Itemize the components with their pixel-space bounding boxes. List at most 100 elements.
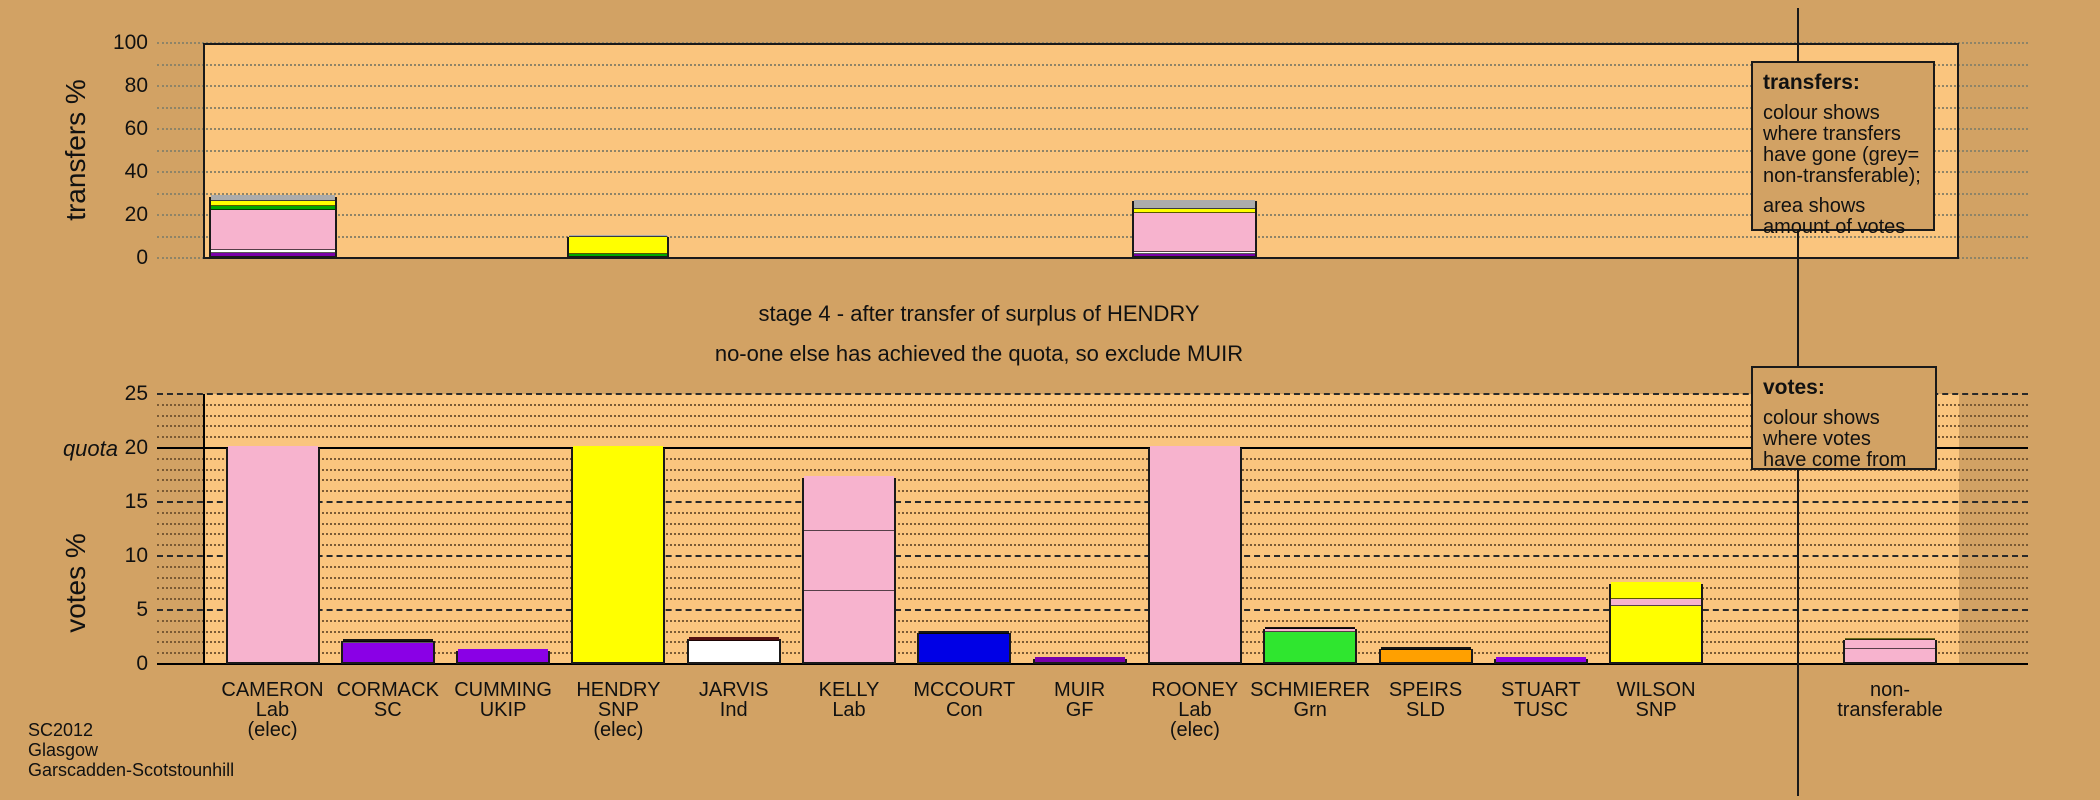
votes-legend: votes: colour shows where votes have com… — [1751, 366, 1937, 471]
category-label-line: (elec) — [1169, 719, 1220, 741]
major-gridline — [157, 501, 2028, 503]
gridline — [157, 106, 2028, 109]
bar-segment-black — [919, 630, 1010, 635]
stage-subtitle: no-one else has achieved the quota, so e… — [714, 341, 1244, 366]
y-tick-label: 20 — [124, 436, 148, 459]
gridline — [157, 565, 2028, 568]
category-label-line: CUMMING — [454, 679, 552, 701]
category-label-SPEIRS: SPEIRS SLD — [1389, 680, 1462, 720]
bar-segment-white — [688, 640, 779, 662]
category-label-STUART: STUART TUSC — [1501, 680, 1581, 720]
bar-segment-violet — [458, 649, 549, 662]
bar-segment-grey — [1134, 199, 1256, 209]
y-tick-label: 80 — [124, 74, 148, 97]
gridline — [157, 403, 2028, 406]
gridline — [157, 544, 2028, 547]
bar-segment-purple — [1134, 253, 1256, 256]
bar-HENDRY — [567, 234, 670, 258]
gridline — [157, 171, 2028, 173]
transfers-legend-line: have gone (grey= — [1763, 144, 1920, 166]
gridline — [157, 85, 2028, 87]
bar-segment-black — [342, 639, 433, 643]
category-label-line: GF — [1065, 699, 1094, 721]
bar-segment-black — [1380, 646, 1471, 651]
footer-line: Garscadden-Scotstounhill — [28, 760, 235, 780]
gridline — [157, 587, 2028, 590]
gridline — [157, 619, 2028, 622]
bar-segment-pink — [804, 476, 894, 532]
bar-segment-orange — [1380, 650, 1471, 662]
category-label-line: SNP — [1635, 699, 1677, 721]
category-label-WILSON: WILSON SNP — [1617, 680, 1696, 720]
bar-ROONEY — [1132, 199, 1258, 258]
bar-CORMACK — [340, 639, 435, 664]
transfers-legend-line: colour shows — [1763, 102, 1880, 124]
gridline — [157, 533, 2028, 536]
bar-segment-pink — [1265, 629, 1356, 633]
bar-segment-pink — [804, 531, 894, 591]
bar-SPEIRS — [1378, 646, 1473, 664]
y-tick-label: 40 — [124, 160, 148, 183]
bar-segment-grey — [210, 194, 335, 202]
bar-segment-pink — [1149, 446, 1240, 662]
bar-segment-pink — [1845, 640, 1935, 650]
election-id-footer: SC2012 Glasgow Garscadden-Scotstounhill — [28, 720, 234, 780]
bar-segment-pink — [1845, 649, 1935, 662]
category-label-MUIR: MUIR GF — [1054, 680, 1105, 720]
bar-segment-blue — [919, 634, 1010, 662]
y-tick-label: 10 — [124, 544, 148, 567]
category-label-HENDRY: HENDRY SNP (elec) — [576, 680, 660, 740]
bar-segment-pink — [227, 446, 318, 662]
bar-segment-yellow — [573, 446, 664, 662]
bar-segment-pink — [1611, 599, 1702, 606]
quota-line — [157, 447, 2028, 449]
bar-segment-olive — [1845, 638, 1935, 641]
category-label-line: CORMACK — [336, 679, 439, 701]
y-tick-label: 20 — [124, 203, 148, 226]
bar-MUIR — [1032, 657, 1127, 664]
category-label-line: Lab — [832, 699, 866, 721]
category-label-line: STUART — [1500, 679, 1581, 701]
category-label-line: SCHMIERER — [1250, 679, 1371, 701]
gridline — [157, 214, 2028, 216]
transfers-legend-title: transfers: — [1763, 71, 1860, 94]
gridline — [157, 576, 2028, 579]
category-label-line: MUIR — [1054, 679, 1106, 701]
gridline — [157, 235, 2028, 238]
category-label-non-: non-transferable — [1837, 680, 1943, 720]
major-gridline — [157, 393, 2028, 395]
footer-line: Glasgow — [28, 740, 99, 760]
gridline — [157, 468, 2028, 471]
bar-segment-yellow — [1134, 208, 1256, 214]
gridline — [157, 425, 2028, 428]
transfers-legend-line: non-transferable); — [1763, 165, 1921, 187]
votes-x-axis-line — [157, 663, 2028, 665]
bar-segment-pink — [1134, 213, 1256, 253]
category-label-CAMERON: CAMERON Lab (elec) — [221, 680, 323, 740]
bar-segment-darkpurple — [1034, 657, 1125, 662]
category-label-line: CAMERON — [221, 679, 324, 701]
bar-segment-maroon — [688, 637, 779, 641]
votes-legend-line: colour shows — [1763, 407, 1880, 429]
category-label-SCHMIERER: SCHMIERER Grn — [1250, 680, 1370, 720]
y-tick-label: 0 — [136, 246, 148, 269]
y-tick-label: 25 — [124, 382, 148, 405]
gridline — [157, 490, 2028, 493]
category-label-line: Lab — [255, 699, 290, 721]
category-label-line: TUSC — [1513, 699, 1569, 721]
gridline — [157, 630, 2028, 633]
category-label-line: WILSON — [1616, 679, 1696, 701]
gridline — [157, 598, 2028, 601]
category-label-JARVIS: JARVIS Ind — [699, 680, 769, 720]
gridline — [157, 652, 2028, 655]
transfers-legend-line: amount of votes — [1763, 216, 1906, 238]
bar-CAMERON — [208, 194, 337, 258]
category-label-line: ROONEY — [1151, 679, 1239, 701]
bar-non- — [1843, 638, 1937, 664]
category-label-MCCOURT: MCCOURT Con — [913, 680, 1015, 720]
gridline — [157, 457, 2028, 460]
transfers-y-axis-label: transfers % — [60, 79, 91, 221]
y-tick-label: 60 — [124, 117, 148, 140]
category-label-CUMMING: CUMMING UKIP — [454, 680, 552, 720]
bar-segment-white — [1134, 252, 1256, 254]
